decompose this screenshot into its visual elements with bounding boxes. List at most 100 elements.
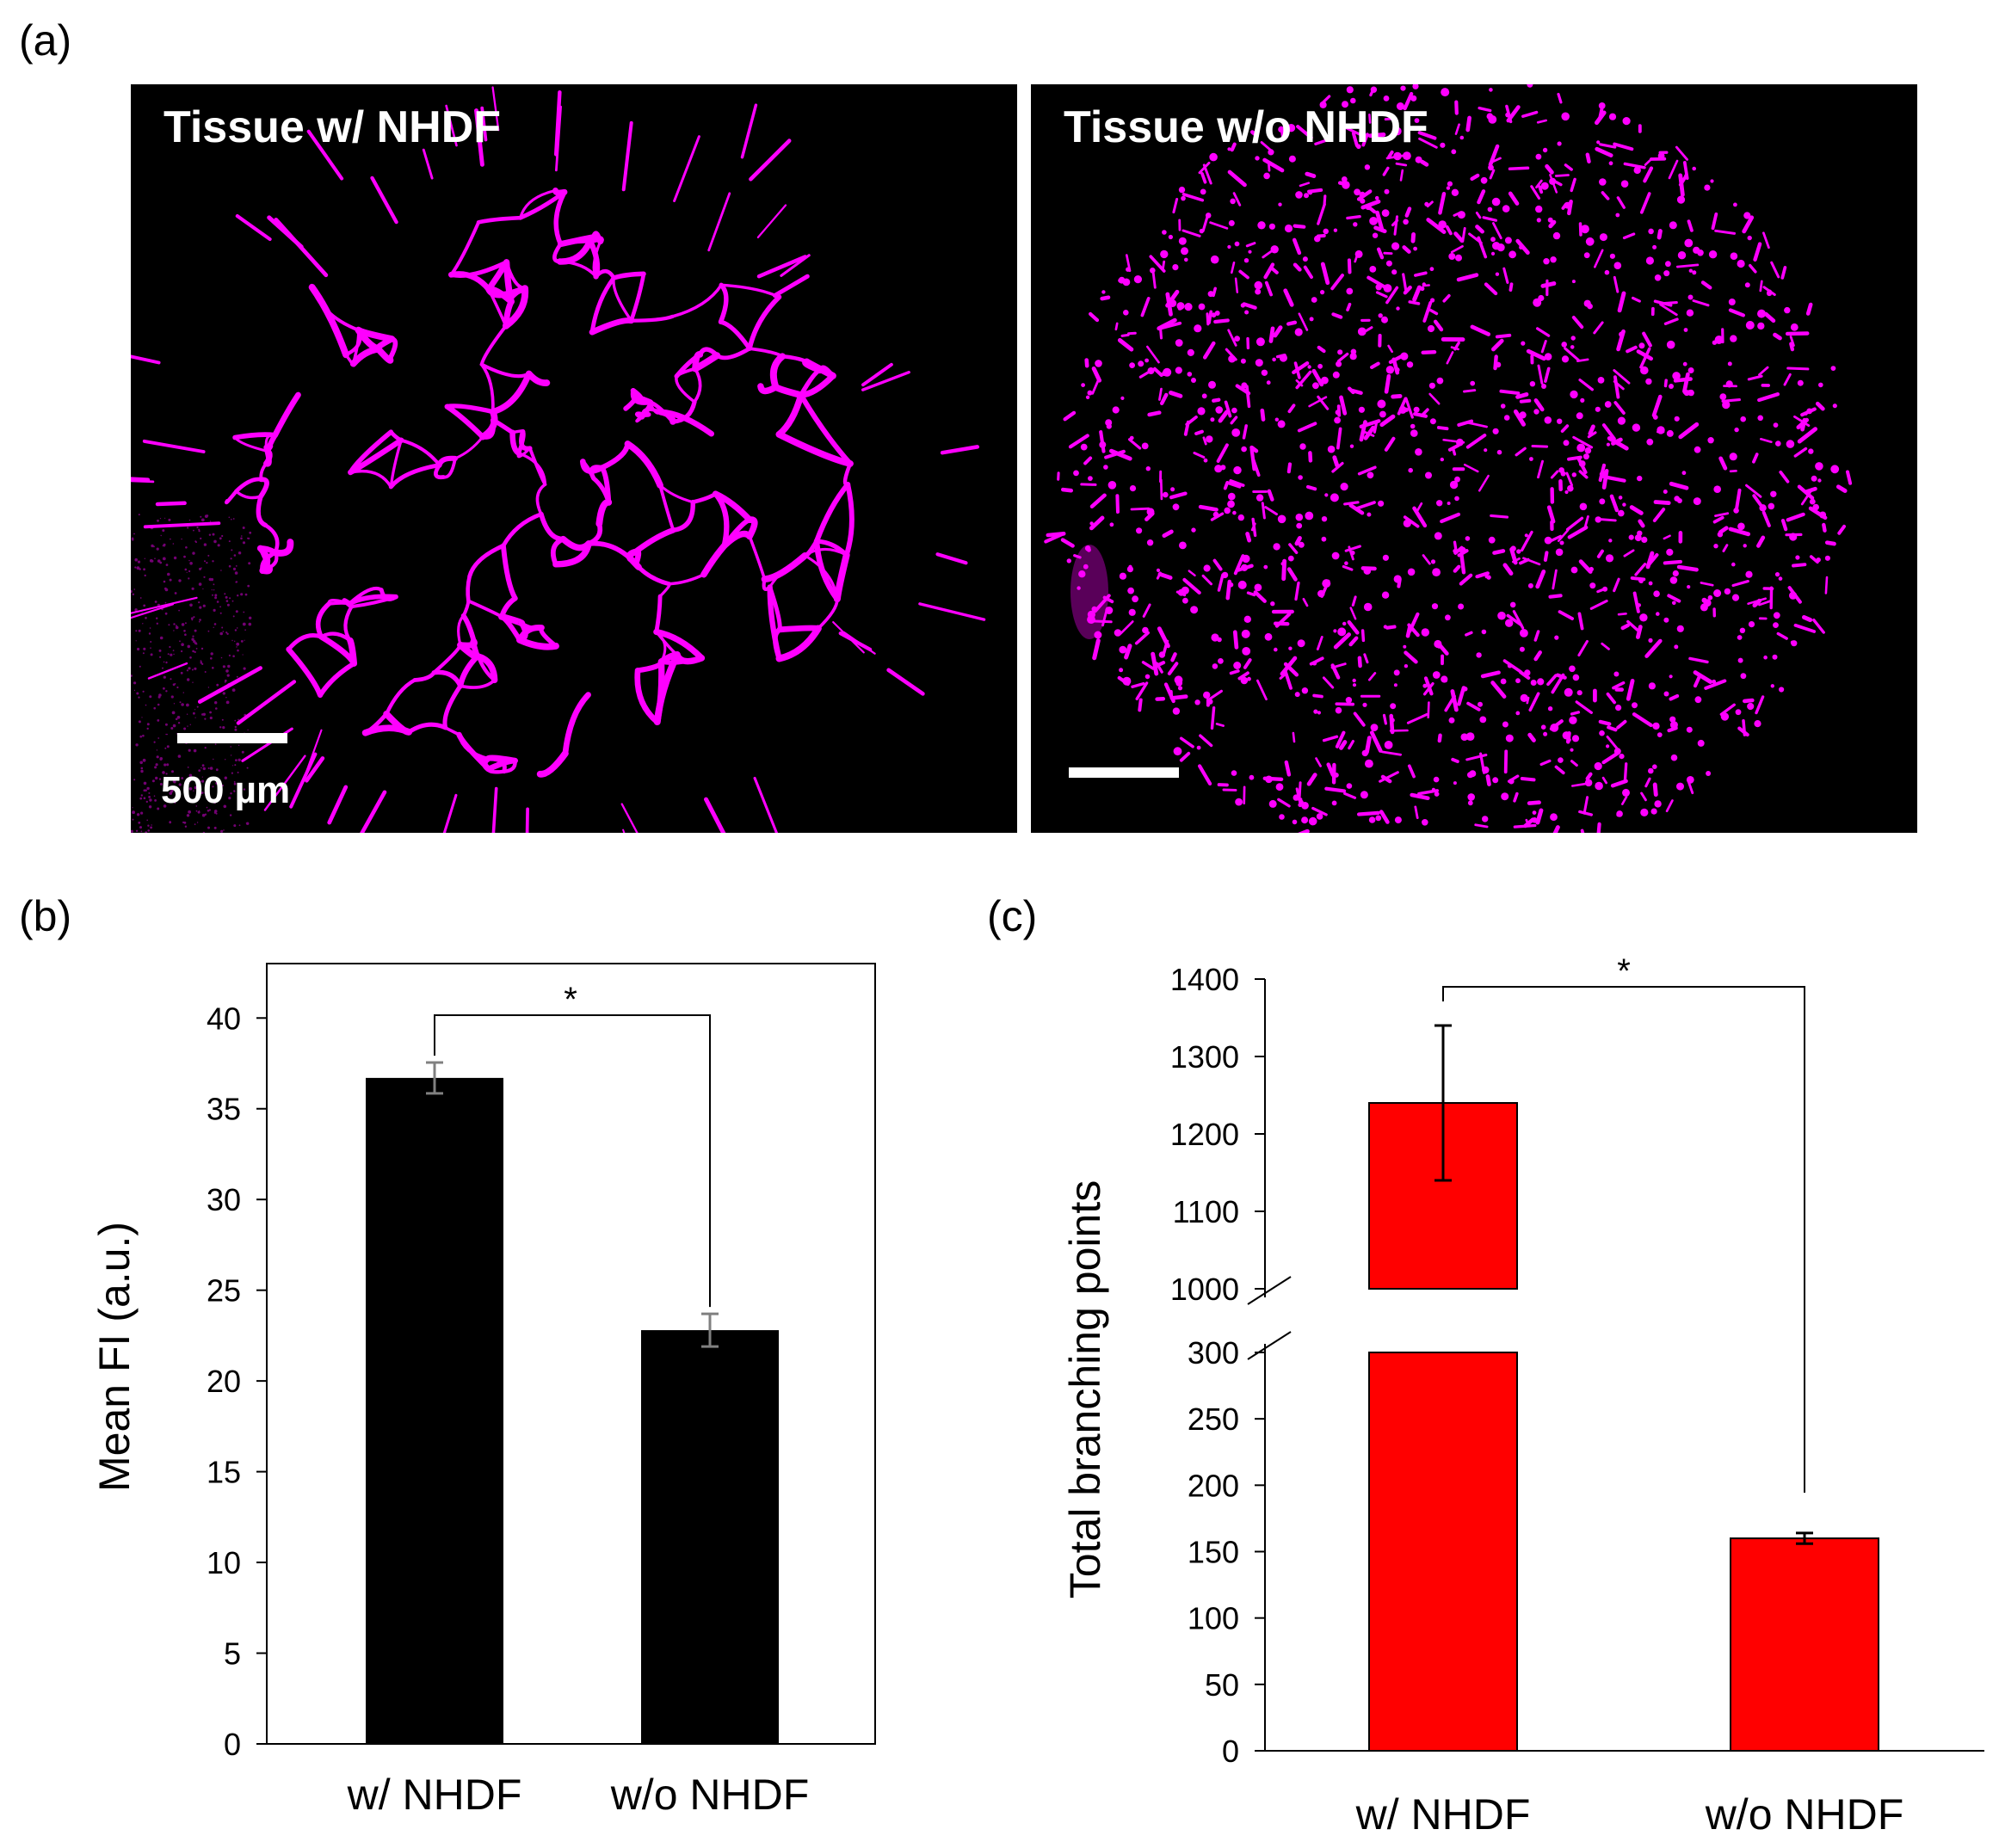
speckle bbox=[159, 783, 163, 785]
speckle bbox=[133, 689, 136, 692]
fragment-segment bbox=[1450, 244, 1464, 254]
fragment-segment bbox=[1577, 639, 1589, 657]
fragment-segment bbox=[1601, 423, 1616, 440]
fragment-dot bbox=[1230, 198, 1236, 205]
fragment-dot bbox=[1129, 362, 1135, 368]
y-tick-label: 150 bbox=[1188, 1535, 1239, 1570]
fragment-segment bbox=[1719, 703, 1736, 716]
fragment-segment bbox=[1306, 773, 1317, 786]
fragment-dot bbox=[1693, 497, 1701, 506]
speckle bbox=[191, 668, 194, 671]
fragment-segment bbox=[1657, 229, 1663, 240]
fragment-segment bbox=[1513, 409, 1526, 427]
fragment-segment bbox=[1535, 808, 1544, 825]
fragment-segment bbox=[1756, 535, 1766, 548]
fragment-segment bbox=[1644, 638, 1663, 658]
fragment-dot bbox=[1413, 246, 1417, 251]
fragment-dot bbox=[1672, 372, 1681, 380]
speckle bbox=[243, 788, 246, 791]
fragment-segment bbox=[1513, 792, 1519, 803]
fragment-dot bbox=[1233, 465, 1242, 475]
speckle bbox=[194, 667, 197, 670]
fragment-dot bbox=[1587, 303, 1593, 310]
fragment-dot bbox=[1602, 586, 1608, 592]
fragment-segment bbox=[1752, 453, 1759, 464]
fragment-segment bbox=[1587, 431, 1597, 439]
fragment-segment bbox=[1824, 576, 1829, 594]
fragment-dot bbox=[1144, 674, 1151, 680]
speckle bbox=[166, 745, 170, 748]
fragment-segment bbox=[1528, 692, 1540, 712]
fragment-segment bbox=[1339, 740, 1348, 750]
speckle bbox=[164, 587, 167, 590]
y-axis-label: Total branching points bbox=[1061, 1180, 1109, 1599]
fragment-segment bbox=[1262, 157, 1285, 173]
speckle bbox=[196, 705, 199, 708]
fragment-dot bbox=[1203, 458, 1208, 463]
fragment-segment bbox=[1367, 275, 1386, 289]
fragment-segment bbox=[1292, 237, 1302, 256]
fragment-dot bbox=[1608, 539, 1613, 543]
fragment-segment bbox=[1564, 163, 1573, 171]
fragment-dot bbox=[1382, 554, 1389, 561]
fragment-segment bbox=[1742, 215, 1755, 234]
speckle bbox=[234, 629, 238, 631]
speckle bbox=[236, 642, 240, 646]
y-tick-label: 30 bbox=[207, 1182, 241, 1217]
fragment-segment bbox=[1466, 701, 1481, 711]
fragment-dot bbox=[1138, 360, 1144, 367]
fragment-segment bbox=[1812, 619, 1825, 634]
fragment-segment bbox=[1402, 273, 1408, 293]
fragment-segment bbox=[1367, 672, 1377, 681]
fragment-dot bbox=[1400, 85, 1406, 91]
speckle bbox=[164, 601, 167, 604]
fragment-dot bbox=[1540, 724, 1546, 730]
fragment-dot bbox=[1089, 521, 1094, 526]
fragment-dot bbox=[1618, 496, 1623, 500]
scale-bar bbox=[177, 733, 287, 743]
fragment-dot bbox=[1775, 440, 1781, 447]
speckle bbox=[153, 795, 156, 797]
fragment-dot bbox=[1203, 691, 1211, 699]
vessel-segment bbox=[713, 490, 730, 549]
fragment-dot bbox=[1330, 493, 1339, 502]
fragment-dot bbox=[1150, 268, 1156, 274]
y-tick-label: 1400 bbox=[1170, 962, 1239, 997]
fragment-segment bbox=[1230, 416, 1238, 425]
speckle bbox=[166, 733, 168, 736]
fragment-segment bbox=[1223, 481, 1230, 490]
speckle bbox=[238, 758, 241, 761]
vessel-segment bbox=[775, 625, 822, 662]
vessel-segment bbox=[589, 317, 635, 336]
fragment-segment bbox=[1836, 484, 1848, 493]
fragment-segment bbox=[1283, 288, 1294, 307]
fragment-dot bbox=[1728, 299, 1736, 305]
fragment-segment bbox=[1344, 126, 1362, 137]
fragment-segment bbox=[1570, 711, 1581, 716]
speckle bbox=[193, 790, 194, 792]
fragment-dot bbox=[1145, 466, 1151, 471]
fragment-segment bbox=[1307, 188, 1323, 194]
fragment-segment bbox=[1262, 250, 1273, 259]
speckle bbox=[198, 601, 201, 604]
speckle bbox=[202, 712, 206, 716]
fragment-segment bbox=[1793, 447, 1808, 458]
fragment-dot bbox=[1430, 298, 1435, 303]
fragment-segment bbox=[1099, 430, 1106, 453]
fragment-dot bbox=[1407, 568, 1416, 576]
fragment-dot bbox=[1422, 819, 1428, 826]
fragment-dot bbox=[1733, 202, 1737, 207]
speckle bbox=[193, 748, 197, 753]
fragment-dot bbox=[1641, 536, 1648, 544]
fragment-dot bbox=[1713, 589, 1722, 597]
fragment-dot bbox=[1086, 547, 1091, 552]
speckle bbox=[235, 610, 238, 613]
vessel-sprout bbox=[749, 139, 792, 182]
fragment-segment bbox=[1484, 282, 1498, 296]
speckle bbox=[206, 562, 208, 564]
speckle bbox=[147, 824, 150, 827]
speckle bbox=[166, 763, 170, 767]
speckle bbox=[209, 716, 213, 720]
speckle bbox=[213, 583, 215, 586]
vessel-sprout bbox=[935, 552, 968, 565]
